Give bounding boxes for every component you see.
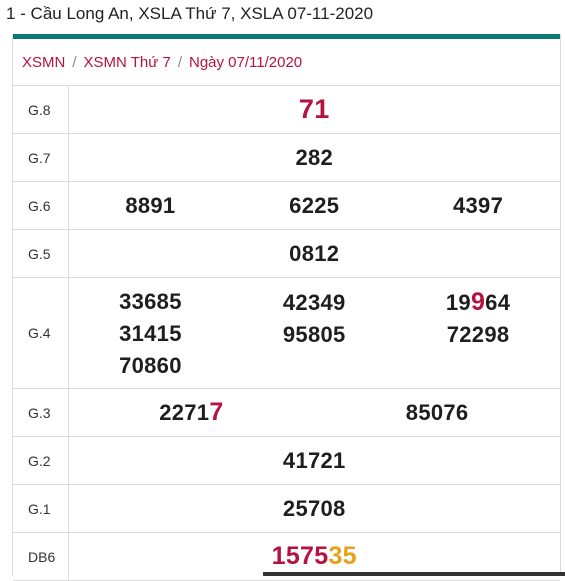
prize-number: 25708: [282, 495, 346, 521]
results-table: G.8 71 G.7 282 G.6 8891 6225 4397 G.5 08…: [13, 86, 560, 581]
prize-number: 72298: [446, 322, 510, 347]
prize-label: G.2: [13, 436, 69, 485]
prize-label: G.7: [13, 133, 69, 182]
breadcrumb: XSMN / XSMN Thứ 7 / Ngày 07/11/2020: [13, 39, 560, 86]
prize-number: 282: [295, 144, 334, 170]
prize-number: 85076: [405, 399, 469, 425]
prize-number: 4397: [452, 192, 504, 218]
prize-row-g5: G.5 0812: [13, 229, 560, 278]
bottom-scroll-bar: [263, 572, 565, 576]
results-panel: XSMN / XSMN Thứ 7 / Ngày 07/11/2020 G.8 …: [12, 34, 561, 581]
prize-label: DB6: [13, 532, 69, 581]
breadcrumb-separator: /: [72, 53, 77, 71]
prize-label: G.5: [13, 229, 69, 278]
breadcrumb-separator: /: [177, 53, 182, 71]
prize-label: G.3: [13, 388, 69, 437]
prize-label: G.6: [13, 181, 69, 230]
prize-number: 6225: [289, 192, 340, 218]
prize-row-g6: G.6 8891 6225 4397: [13, 181, 560, 230]
accent-bar: [13, 34, 560, 39]
breadcrumb-link-xsmn-thu7[interactable]: XSMN Thứ 7: [83, 53, 171, 71]
page-title: 1 - Cầu Long An, XSLA Thứ 7, XSLA 07-11-…: [6, 4, 374, 23]
prize-number: 71: [298, 94, 330, 124]
prize-number: 33685: [119, 288, 182, 314]
prize-number: 70860: [119, 352, 182, 378]
prize-label: G.1: [13, 484, 69, 533]
prize-number: 8891: [125, 192, 176, 218]
special-prize-number: 157535: [271, 542, 357, 570]
prize-number: 41721: [282, 447, 346, 473]
prize-row-g4: G.4 33685 31415 70860 42349 95805 19964 …: [13, 277, 560, 389]
prize-row-g1: G.1 25708: [13, 484, 560, 533]
prize-label: G.8: [13, 86, 69, 134]
breadcrumb-link-date[interactable]: Ngày 07/11/2020: [188, 53, 303, 71]
prize-label: G.4: [13, 277, 69, 389]
prize-row-g3: G.3 22717 85076: [13, 388, 560, 437]
prize-number: 95805: [282, 322, 346, 347]
prize-number: 0812: [289, 240, 340, 266]
prize-row-g7: G.7 282: [13, 133, 560, 182]
prize-row-g8: G.8 71: [13, 86, 560, 134]
prize-number: 31415: [119, 320, 182, 346]
breadcrumb-link-xsmn[interactable]: XSMN: [22, 53, 66, 71]
prize-row-g2: G.2 41721: [13, 436, 560, 485]
prize-number-highlighted: 19964: [445, 288, 511, 316]
prize-number-highlighted: 22717: [159, 398, 224, 426]
prize-number: 42349: [282, 290, 346, 315]
